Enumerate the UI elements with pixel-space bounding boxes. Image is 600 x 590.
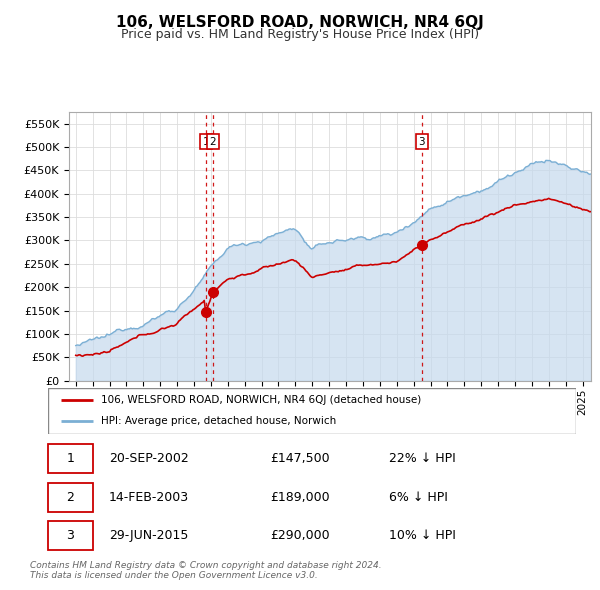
Text: 2: 2 [209,137,216,147]
Text: 29-JUN-2015: 29-JUN-2015 [109,529,188,542]
Text: 10% ↓ HPI: 10% ↓ HPI [389,529,455,542]
Text: 2: 2 [67,490,74,504]
Text: 106, WELSFORD ROAD, NORWICH, NR4 6QJ: 106, WELSFORD ROAD, NORWICH, NR4 6QJ [116,15,484,30]
FancyBboxPatch shape [48,483,93,512]
Text: 22% ↓ HPI: 22% ↓ HPI [389,452,455,465]
Text: 3: 3 [67,529,74,542]
Text: £189,000: £189,000 [270,490,329,504]
FancyBboxPatch shape [48,522,93,550]
Text: 14-FEB-2003: 14-FEB-2003 [109,490,189,504]
Text: 1: 1 [67,452,74,465]
Text: 3: 3 [419,137,425,147]
Text: This data is licensed under the Open Government Licence v3.0.: This data is licensed under the Open Gov… [30,571,318,580]
Text: 1: 1 [203,137,209,147]
Text: £147,500: £147,500 [270,452,329,465]
Text: 106, WELSFORD ROAD, NORWICH, NR4 6QJ (detached house): 106, WELSFORD ROAD, NORWICH, NR4 6QJ (de… [101,395,421,405]
Text: Contains HM Land Registry data © Crown copyright and database right 2024.: Contains HM Land Registry data © Crown c… [30,560,382,569]
FancyBboxPatch shape [48,444,93,473]
Text: £290,000: £290,000 [270,529,329,542]
Text: Price paid vs. HM Land Registry's House Price Index (HPI): Price paid vs. HM Land Registry's House … [121,28,479,41]
Text: HPI: Average price, detached house, Norwich: HPI: Average price, detached house, Norw… [101,416,336,426]
Text: 20-SEP-2002: 20-SEP-2002 [109,452,188,465]
Text: 6% ↓ HPI: 6% ↓ HPI [389,490,448,504]
